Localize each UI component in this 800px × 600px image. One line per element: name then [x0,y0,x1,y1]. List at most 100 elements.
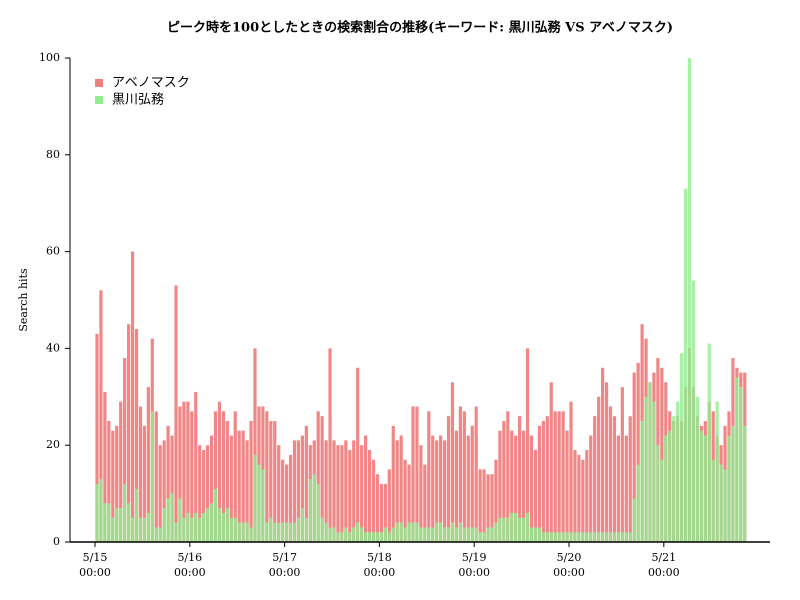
bar [577,454,581,542]
bar [604,382,609,542]
bar [198,445,202,542]
bar [288,522,293,542]
bar [466,435,470,542]
bar [387,469,391,542]
bar [577,532,581,542]
bar [529,435,534,542]
bar [569,532,573,542]
bar [233,411,237,542]
bar [443,527,447,542]
bar [269,517,273,542]
bar [743,425,747,542]
bar [739,387,743,542]
bar [237,522,241,542]
bar [502,517,506,542]
bar [699,430,703,542]
bar [561,532,565,542]
bar [119,401,123,542]
bar [597,532,601,542]
bar [691,280,696,542]
chart-title: ピーク時を100としたときの検索割合の推移(キーワード: 黒川弘務 VS アベノ… [167,20,673,36]
bar [427,411,431,542]
bar [356,367,360,542]
y-tick-label: 100 [39,51,60,64]
bar [431,527,435,542]
bar [154,527,158,542]
bar [411,406,415,542]
bar [589,532,593,542]
bar [206,508,210,542]
legend-label: アベノマスク [112,76,190,91]
y-tick-label: 40 [46,341,60,354]
bar [261,469,265,542]
bar [265,522,269,542]
bar [419,445,423,542]
bar [146,512,150,542]
bar [150,411,154,542]
bar [367,450,372,542]
bar [415,406,419,542]
bar [348,450,352,542]
bar [419,527,423,542]
bar [506,517,510,542]
bar [174,285,178,542]
bar [585,450,589,542]
bar [474,527,478,542]
bar [103,391,107,542]
bar [320,416,324,542]
x-tick-label: 5/16 00:00 [173,551,206,579]
bar [711,459,715,542]
bar [253,348,257,542]
bar [573,450,577,542]
bar [344,440,348,542]
bar [486,527,490,542]
bar [158,527,162,542]
bar [296,440,301,542]
bar [245,522,249,542]
bar [308,479,312,542]
bar [470,527,474,542]
bar [454,527,459,542]
bar [537,425,541,542]
bar [435,440,439,542]
bar [553,411,557,542]
bar [715,401,719,542]
bar [522,517,526,542]
y-axis-label: Search hits [17,268,30,332]
bar [383,527,387,542]
bar [194,512,198,542]
bar [103,503,107,542]
bar [292,440,297,542]
bar [427,527,431,542]
bar [371,459,376,542]
bar [328,348,332,542]
bar [624,532,628,542]
bar [123,358,127,542]
bar [348,532,352,542]
bar [395,440,399,542]
bar [549,532,553,542]
bar [450,522,455,542]
bar [486,474,490,542]
bar [115,508,119,542]
bar [288,454,293,542]
bar [182,517,186,542]
bar [233,517,237,542]
bar [407,522,411,542]
bar [510,430,514,542]
bar [549,382,553,542]
bar [680,353,684,542]
bar [277,445,281,542]
bar [533,450,538,542]
bar [130,251,135,542]
bar [494,522,498,542]
bar [281,459,285,542]
bar [320,517,324,542]
bar [478,469,482,542]
bar [439,435,443,542]
bar [407,464,411,542]
bar [162,440,166,542]
bar [593,532,597,542]
bar [573,532,577,542]
bar [241,430,245,542]
